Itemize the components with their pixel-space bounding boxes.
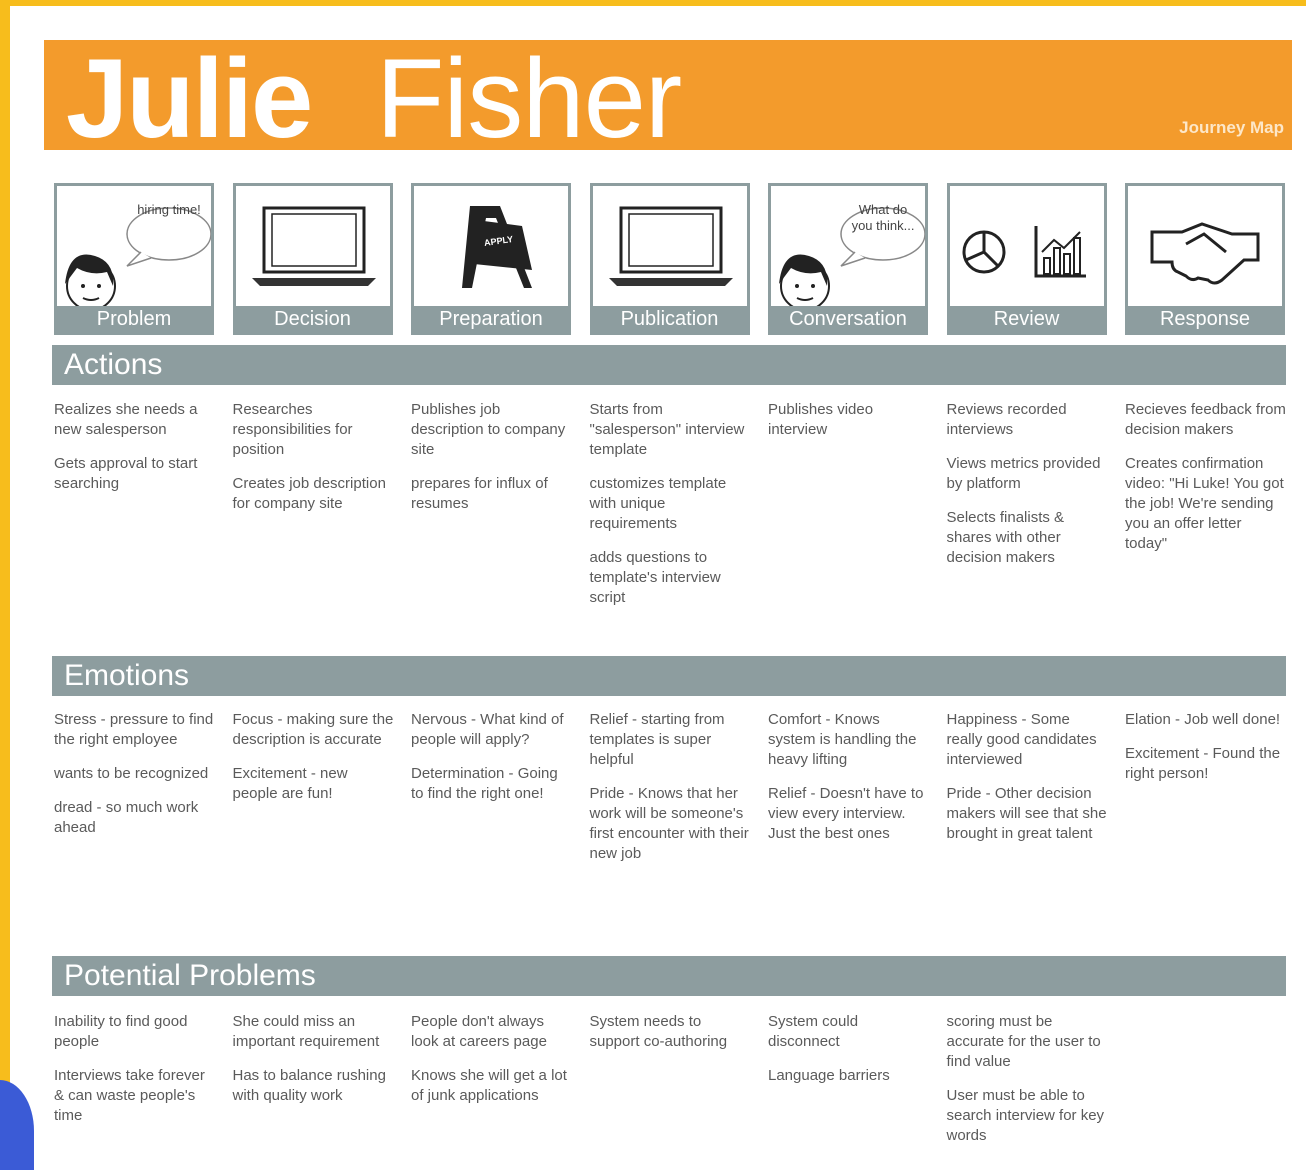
note: prepares for influx of resumes bbox=[411, 475, 548, 512]
section-title: Actions bbox=[52, 345, 1286, 385]
stage-card: Review bbox=[946, 183, 1107, 335]
note: Determination - Going to find the right … bbox=[411, 765, 558, 802]
section-column: Reviews recorded interviews Views metrics… bbox=[947, 400, 1109, 582]
note: Pride - Other decision makers will see t… bbox=[946, 785, 1107, 842]
note: Language barriers bbox=[768, 1067, 890, 1084]
note: Starts from "salesperson" interview temp… bbox=[589, 401, 745, 458]
section-column: She could miss an important requirement H… bbox=[233, 1012, 395, 1120]
note: System could disconnect bbox=[768, 1013, 859, 1050]
section-column: People don't always look at careers page… bbox=[411, 1012, 573, 1120]
last-name: Fisher bbox=[376, 40, 682, 150]
note: Nervous - What kind of people will apply… bbox=[411, 711, 564, 748]
stage-card: What do you think... Conversation bbox=[768, 183, 928, 335]
section-column: Realizes she needs a new salesperson Gets… bbox=[54, 400, 216, 508]
section-column: Relief - starting from templates is supe… bbox=[590, 710, 752, 878]
stage-label: Problem bbox=[57, 306, 211, 332]
note: People don't always look at careers page bbox=[411, 1013, 547, 1050]
note: Realizes she needs a new salesperson bbox=[54, 401, 198, 438]
section-column: Recieves feedback from decision makers Cr… bbox=[1125, 400, 1287, 568]
stage-icon bbox=[962, 226, 1086, 278]
note: scoring must be accurate for the user to… bbox=[946, 1013, 1101, 1070]
stage-label: Publication bbox=[592, 306, 747, 332]
note: Selects finalists & shares with other de… bbox=[946, 509, 1065, 566]
stage-label: Response bbox=[1128, 306, 1282, 332]
note: User must be able to search interview fo… bbox=[946, 1087, 1105, 1144]
stage-card: Publication bbox=[589, 183, 750, 335]
section-column: Starts from "salesperson" interview temp… bbox=[590, 400, 752, 622]
note: Publishes job description to company sit… bbox=[411, 401, 566, 458]
note: Excitement - new people are fun! bbox=[232, 765, 348, 802]
note: Focus - making sure the description is a… bbox=[232, 711, 394, 748]
section-column: Publishes job description to company sit… bbox=[411, 400, 573, 528]
first-name: Julie bbox=[66, 40, 313, 150]
note: She could miss an important requirement bbox=[232, 1013, 380, 1050]
note: Relief - Doesn't have to view every inte… bbox=[768, 785, 924, 842]
stage-icon bbox=[608, 206, 733, 286]
section-title: Potential Problems bbox=[52, 956, 1286, 996]
section-column: Focus - making sure the description is a… bbox=[233, 710, 395, 818]
note: Happiness - Some really good candidates … bbox=[946, 711, 1097, 768]
stage-icon bbox=[65, 207, 211, 306]
stage-card: Decision bbox=[232, 183, 393, 335]
stage-icon bbox=[1150, 222, 1260, 285]
note: Excitement - Found the right person! bbox=[1125, 745, 1281, 782]
note: customizes template with unique requirem… bbox=[589, 475, 727, 532]
note: Gets approval to start searching bbox=[54, 455, 198, 492]
note: Creates confirmation video: "Hi Luke! Yo… bbox=[1125, 455, 1284, 552]
stage-label: Conversation bbox=[771, 306, 925, 332]
header: Julie Fisher Journey Map bbox=[44, 40, 1292, 150]
section-column: Nervous - What kind of people will apply… bbox=[411, 710, 573, 818]
stage-card: hiring time! Problem bbox=[54, 183, 214, 335]
section-column: scoring must be accurate for the user to… bbox=[947, 1012, 1109, 1160]
note: System needs to support co-authoring bbox=[589, 1013, 728, 1050]
section-column: System could disconnect Language barriers bbox=[768, 1012, 930, 1100]
stage-icon bbox=[462, 206, 532, 288]
note: Researches responsibilities for position bbox=[232, 401, 353, 458]
stage-card: Response bbox=[1125, 183, 1285, 335]
note: wants to be recognized bbox=[54, 765, 209, 782]
stage-icon bbox=[251, 206, 376, 286]
stage-card: APPLY Preparation bbox=[411, 183, 571, 335]
note: Interviews take forever & can waste peop… bbox=[54, 1067, 205, 1124]
note: adds questions to template's interview s… bbox=[589, 549, 721, 606]
note: Publishes video interview bbox=[768, 401, 874, 438]
section-column: Researches responsibilities for position… bbox=[233, 400, 395, 528]
speech-bubble: What do you think... bbox=[851, 202, 915, 233]
note: Inability to find good people bbox=[54, 1013, 188, 1050]
note: Reviews recorded interviews bbox=[946, 401, 1067, 438]
section-column: Comfort - Knows system is handling the h… bbox=[768, 710, 930, 858]
section-column: Publishes video interview bbox=[768, 400, 930, 454]
stage-label: Review bbox=[949, 306, 1104, 332]
note: Recieves feedback from decision makers bbox=[1125, 401, 1286, 438]
note: Comfort - Knows system is handling the h… bbox=[768, 711, 917, 768]
section-column: System needs to support co-authoring bbox=[590, 1012, 752, 1066]
subtitle: Journey Map bbox=[1179, 118, 1284, 137]
stage-label: Decision bbox=[235, 306, 390, 332]
section-column: Inability to find good people Interviews … bbox=[54, 1012, 216, 1140]
note: Has to balance rushing with quality work bbox=[232, 1067, 386, 1104]
note: Stress - pressure to find the right empl… bbox=[54, 711, 214, 748]
section-column: Elation - Job well done! Excitement - Fou… bbox=[1125, 710, 1287, 798]
note: Views metrics provided by platform bbox=[946, 455, 1101, 492]
note: dread - so much work ahead bbox=[54, 799, 199, 836]
stage-icon bbox=[779, 207, 925, 306]
section-column: Happiness - Some really good candidates … bbox=[947, 710, 1109, 858]
section-title: Emotions bbox=[52, 656, 1286, 696]
section-column: Stress - pressure to find the right empl… bbox=[54, 710, 216, 852]
stage-label: Preparation bbox=[414, 306, 568, 332]
note: Pride - Knows that her work will be some… bbox=[589, 785, 749, 862]
note: Knows she will get a lot of junk applica… bbox=[411, 1067, 567, 1104]
speech-bubble: hiring time! bbox=[137, 202, 201, 217]
note: Relief - starting from templates is supe… bbox=[589, 711, 725, 768]
note: Creates job description for company site bbox=[232, 475, 386, 512]
note: Elation - Job well done! bbox=[1125, 711, 1281, 728]
